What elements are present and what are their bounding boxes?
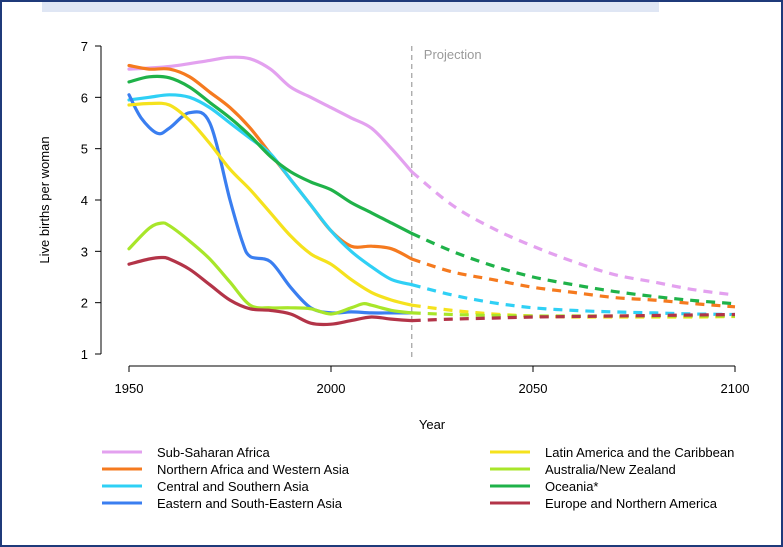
y-tick-label: 5 <box>81 142 88 157</box>
legend-label-australia-new-zealand: Australia/New Zealand <box>545 462 676 477</box>
series-projection-central-and-southern-asia <box>411 283 736 317</box>
series-line-oceania <box>127 74 414 235</box>
series-lines <box>127 55 736 327</box>
legend-label-latin-america-and-the-caribbean: Latin America and the Caribbean <box>545 445 734 460</box>
y-tick-label: 3 <box>81 244 88 259</box>
series-line-eastern-and-south-eastern-asia <box>127 93 414 315</box>
y-tick-label: 2 <box>81 296 88 311</box>
legend-label-northern-africa-and-western-asia: Northern Africa and Western Asia <box>157 462 350 477</box>
x-axis-title: Year <box>419 417 446 432</box>
projection-label: Projection <box>424 47 482 62</box>
series-projection-europe-and-northern-america <box>411 312 736 323</box>
x-tick-label: 1950 <box>115 381 144 396</box>
series-projection-oceania <box>411 231 736 306</box>
header-band <box>42 2 659 12</box>
legend: Sub-Saharan Africa Northern Africa and We… <box>102 445 734 511</box>
x-tick-label: 2100 <box>721 381 750 396</box>
series-line-europe-and-northern-america <box>127 255 414 327</box>
series-line-latin-america-and-the-caribbean <box>127 101 414 307</box>
y-tick-label: 4 <box>81 193 88 208</box>
x-tick-label: 2050 <box>519 381 548 396</box>
y-tick-label: 7 <box>81 39 88 54</box>
x-tick-label: 2000 <box>317 381 346 396</box>
legend-label-europe-and-northern-america: Europe and Northern America <box>545 496 718 511</box>
series-line-australia-new-zealand <box>127 221 414 316</box>
series-line-sub-saharan-africa <box>127 55 414 174</box>
series-line-central-and-southern-asia <box>127 93 414 287</box>
legend-label-sub-saharan-africa: Sub-Saharan Africa <box>157 445 271 460</box>
axes: 1 2 3 4 5 6 7 1950 2000 2050 2100 <box>81 39 750 396</box>
legend-label-oceania: Oceania* <box>545 479 598 494</box>
legend-label-central-and-southern-asia: Central and Southern Asia <box>157 479 310 494</box>
series-projection-sub-saharan-africa <box>410 170 736 297</box>
y-axis-title: Live births per woman <box>37 136 52 263</box>
y-tick-label: 6 <box>81 90 88 105</box>
y-tick-label: 1 <box>81 347 88 362</box>
legend-label-eastern-and-south-eastern-asia: Eastern and South-Eastern Asia <box>157 496 343 511</box>
series-projection-northern-africa-and-western-asia <box>411 257 736 309</box>
